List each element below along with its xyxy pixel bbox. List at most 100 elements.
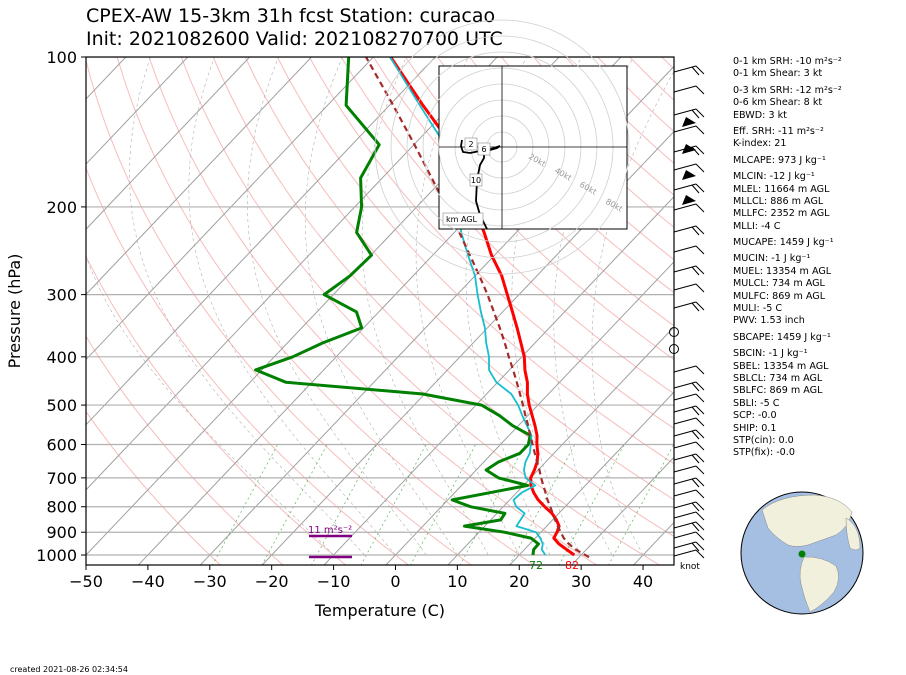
y-tick-label: 100 (46, 48, 77, 67)
hodograph-height-box (477, 142, 491, 156)
wind-barb-flag (691, 226, 700, 236)
parameter-line: MUCIN: -1 J kg⁻¹ (733, 253, 811, 265)
wind-barb-flag (695, 203, 705, 213)
wind-barb-flag (695, 501, 705, 511)
wind-barb-flag (695, 125, 705, 135)
wind-barb-flag (695, 453, 705, 463)
parameter-line: 0-1 km SRH: -10 m²s⁻² (733, 56, 842, 67)
wind-barb-staff (673, 465, 697, 473)
parameter-line: Eff. SRH: -11 m²s⁻² (733, 125, 824, 137)
parameter-line: MULFC: 869 m AGL (733, 290, 826, 302)
wind-barb-flag (695, 441, 705, 451)
parameter-line: MLCAPE: 973 J kg⁻¹ (733, 154, 826, 166)
wind-barb-flag (695, 465, 705, 475)
wind-barb-flag (695, 477, 705, 487)
dewpoint-profile (254, 57, 540, 556)
wind-barb-flag (695, 245, 705, 255)
wind-barb-flag (695, 283, 705, 293)
dry-adiabat (148, 57, 598, 565)
isotherm (86, 57, 498, 491)
wind-unit-label: knot (680, 562, 700, 572)
wind-barb-staff (673, 393, 697, 401)
parameter-line: SBLCL: 734 m AGL (733, 372, 823, 384)
isotherm (261, 130, 674, 565)
dry-adiabat (308, 57, 674, 430)
wind-barb-flag (695, 183, 705, 193)
wind-barb-flag (695, 225, 705, 235)
srh-label: 11 m²s⁻² (308, 525, 352, 536)
wind-barb-staff (673, 417, 697, 425)
hodograph-legend-box (442, 212, 484, 226)
wind-pennant (682, 117, 696, 127)
parameter-line: K-index: 21 (733, 138, 787, 150)
wind-barb-staff (673, 541, 697, 549)
parameter-line: SHIP: 0.1 (733, 422, 777, 434)
chart-title-line2: Init: 2021082600 Valid: 202108270700 UTC (86, 28, 503, 50)
wind-barb-staff (673, 283, 697, 291)
x-tick-label: 0 (390, 572, 400, 591)
wind-barb-staff (673, 65, 697, 73)
moist-adiabat (86, 57, 334, 556)
moist-adiabat (304, 57, 458, 556)
wind-barb-flag (695, 531, 705, 541)
parameter-line: MLLFC: 2352 m AGL (733, 208, 830, 220)
y-tick-label: 500 (46, 396, 77, 415)
wind-barb-flag (695, 108, 705, 118)
wind-barb-staff (673, 453, 697, 461)
parameter-line: MLLCL: 886 m AGL (733, 195, 824, 207)
wind-barb-staff (673, 125, 697, 133)
x-tick-label: 20 (509, 572, 529, 591)
dry-adiabat (437, 57, 674, 294)
wind-barb-flag (695, 417, 705, 427)
created-timestamp: created 2021-08-26 02:34:54 (10, 665, 128, 674)
y-tick-label: 800 (46, 498, 77, 517)
location-globe (740, 491, 864, 615)
wind-barb-flag (695, 145, 705, 155)
surface-dewpoint-label: 72 (529, 559, 543, 572)
wind-barb-flag (691, 522, 700, 532)
parameter-line: MULI: -5 C (733, 303, 783, 315)
isotherm (323, 195, 674, 565)
y-tick-label: 900 (46, 523, 77, 542)
parcel-profile (365, 57, 590, 559)
wind-barb-staff (673, 549, 697, 557)
wind-barb-flag (695, 521, 705, 531)
wind-pennant (682, 195, 696, 205)
parameter-line: SCP: -0.0 (733, 410, 777, 422)
isotherm (385, 261, 674, 565)
wind-barb-staff (673, 429, 697, 437)
hodograph-legend: km AGL (446, 215, 478, 224)
wind-barb-staff (673, 163, 697, 171)
x-axis-label: Temperature (C) (314, 601, 445, 620)
wind-barb-staff (673, 203, 697, 211)
wind-barb-staff (673, 511, 697, 519)
moist-adiabat (415, 57, 520, 556)
wind-barb-staff (673, 225, 697, 233)
wind-barb-staff (673, 301, 697, 309)
isotherm (86, 57, 189, 165)
wind-barb-flag (691, 542, 700, 552)
wind-barb-staff (673, 245, 697, 253)
x-tick-label: 10 (447, 572, 467, 591)
wind-barb-flag (691, 184, 700, 194)
dry-adiabat (212, 57, 674, 538)
wind-barb-staff (673, 405, 697, 413)
wind-barb-flag (695, 301, 705, 311)
isotherm (86, 57, 374, 361)
wind-barb-flag (691, 430, 700, 440)
wind-barb-flag (695, 511, 705, 521)
wind-barb-flag (695, 393, 705, 403)
wind-barb-staff (673, 477, 697, 485)
wind-barb-flag (695, 381, 705, 391)
parameter-line: STP(fix): -0.0 (733, 447, 795, 459)
wind-barb-flag (695, 405, 705, 415)
dry-adiabat (404, 57, 674, 327)
dry-adiabat (372, 57, 674, 361)
temperature-profile (389, 57, 576, 557)
wind-barb-flag (695, 65, 705, 75)
wind-barb-flag (695, 549, 705, 559)
y-axis-label: Pressure (hPa) (5, 254, 24, 369)
wind-barb-flag (691, 66, 700, 76)
moist-adiabat (511, 57, 582, 556)
